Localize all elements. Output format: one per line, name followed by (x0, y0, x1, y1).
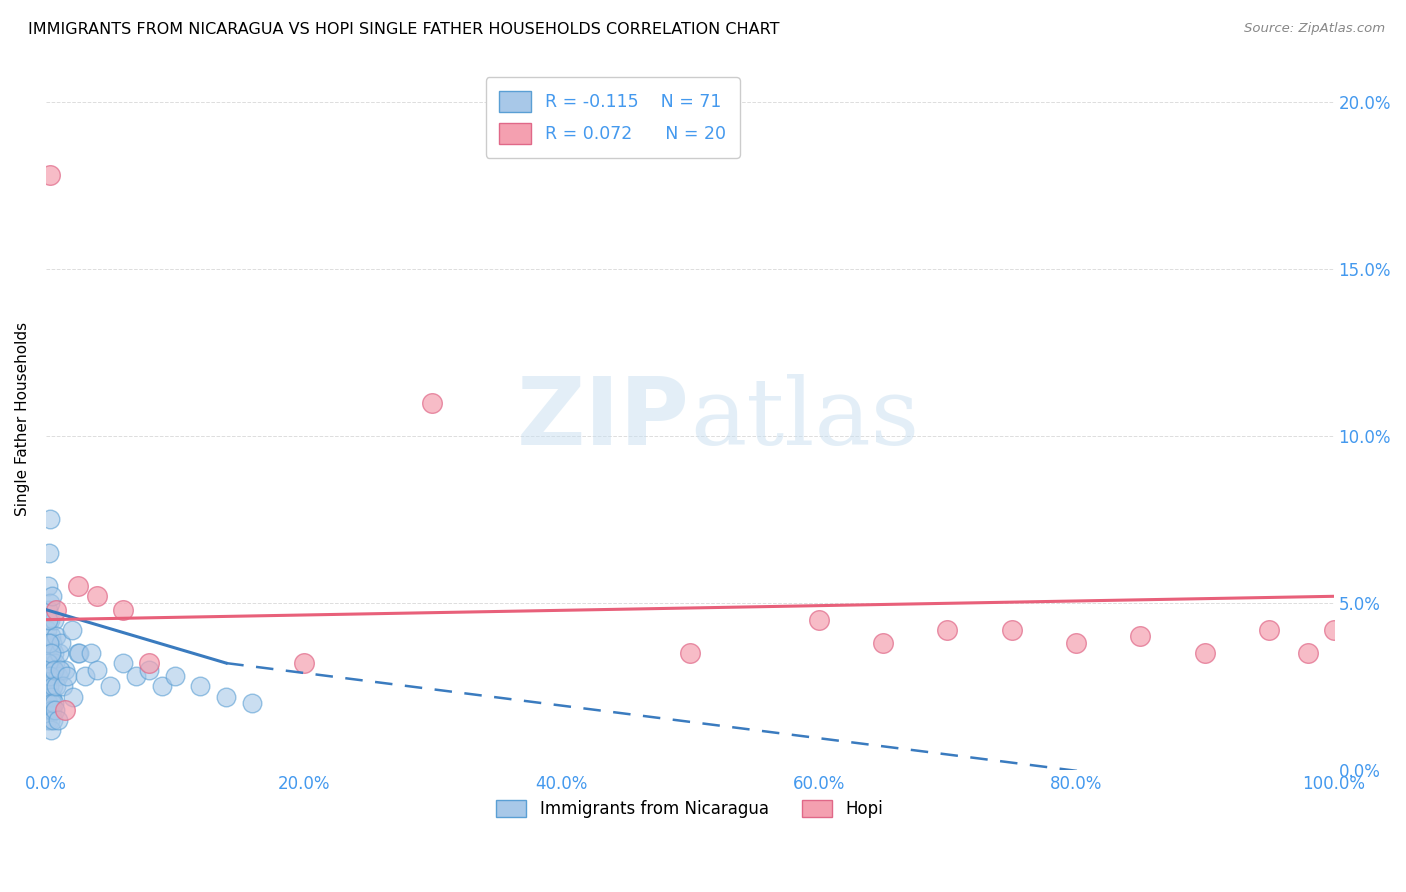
Point (86, 589, 108, 603)
Point (45, 680, 67, 694)
Point (37, 680, 59, 694)
Point (86, 663, 108, 677)
Point (37, 656, 59, 670)
Point (112, 656, 135, 670)
Point (1258, 623, 1281, 637)
Point (42, 613, 65, 627)
Point (48, 646, 70, 660)
Point (39, 646, 62, 660)
Point (35, 669, 58, 683)
Point (41, 589, 63, 603)
Point (35, 703, 58, 717)
Point (73, 669, 96, 683)
Point (38, 512, 60, 526)
Point (150, 680, 173, 694)
Point (39, 669, 62, 683)
Point (67, 646, 90, 660)
Point (37, 602, 59, 616)
Point (37, 579, 59, 593)
Point (39, 723, 62, 737)
Point (807, 613, 830, 627)
Point (936, 623, 959, 637)
Point (39, 646, 62, 660)
Point (44, 663, 66, 677)
Point (38, 636, 60, 650)
Point (39, 690, 62, 704)
Point (125, 669, 148, 683)
Point (38, 169, 60, 183)
Point (39, 596, 62, 610)
Point (39, 713, 62, 727)
Point (39, 613, 62, 627)
Point (62, 690, 84, 704)
Point (190, 680, 212, 694)
Point (46, 669, 69, 683)
Point (67, 579, 90, 593)
Point (37, 696, 59, 710)
Point (69, 646, 91, 660)
Y-axis label: Single Father Households: Single Father Households (15, 322, 30, 516)
Point (37, 623, 59, 637)
Point (38, 546, 60, 560)
Point (35, 646, 58, 660)
Point (42, 663, 65, 677)
Point (42, 696, 65, 710)
Point (112, 602, 135, 616)
Point (46, 713, 69, 727)
Text: IMMIGRANTS FROM NICARAGUA VS HOPI SINGLE FATHER HOUSEHOLDS CORRELATION CHART: IMMIGRANTS FROM NICARAGUA VS HOPI SINGLE… (28, 22, 779, 37)
Point (60, 623, 83, 637)
Point (53, 703, 76, 717)
Point (44, 646, 66, 660)
Point (1001, 623, 1024, 637)
Point (38, 703, 60, 717)
Point (41, 669, 63, 683)
Point (45, 629, 67, 643)
Point (41, 690, 63, 704)
Text: atlas: atlas (690, 375, 920, 464)
Point (38, 680, 60, 694)
Point (51, 636, 73, 650)
Point (679, 646, 702, 660)
Point (1129, 629, 1152, 643)
Point (41, 703, 63, 717)
Point (49, 663, 72, 677)
Point (41, 680, 63, 694)
Point (138, 656, 160, 670)
Point (138, 663, 160, 677)
Point (37, 613, 59, 627)
Legend: Immigrants from Nicaragua, Hopi: Immigrants from Nicaragua, Hopi (489, 793, 890, 825)
Point (1323, 623, 1346, 637)
Point (163, 669, 186, 683)
Text: Source: ZipAtlas.com: Source: ZipAtlas.com (1244, 22, 1385, 36)
Point (37, 663, 59, 677)
Point (80, 646, 103, 660)
Point (240, 696, 263, 710)
Point (1064, 636, 1087, 650)
Point (41, 696, 63, 710)
Point (98, 680, 121, 694)
Point (215, 690, 238, 704)
Point (872, 636, 894, 650)
Point (38, 636, 60, 650)
Point (39, 629, 62, 643)
Point (420, 395, 443, 409)
Point (35, 690, 58, 704)
Point (44, 656, 66, 670)
Point (42, 713, 65, 727)
Point (53, 663, 76, 677)
Point (292, 656, 315, 670)
Point (38, 680, 60, 694)
Point (37, 713, 59, 727)
Point (52, 680, 75, 694)
Point (45, 602, 67, 616)
Point (1296, 646, 1319, 660)
Point (1194, 646, 1216, 660)
Point (55, 669, 77, 683)
Text: ZIP: ZIP (517, 373, 690, 466)
Point (38, 656, 60, 670)
Point (44, 703, 66, 717)
Point (41, 636, 63, 650)
